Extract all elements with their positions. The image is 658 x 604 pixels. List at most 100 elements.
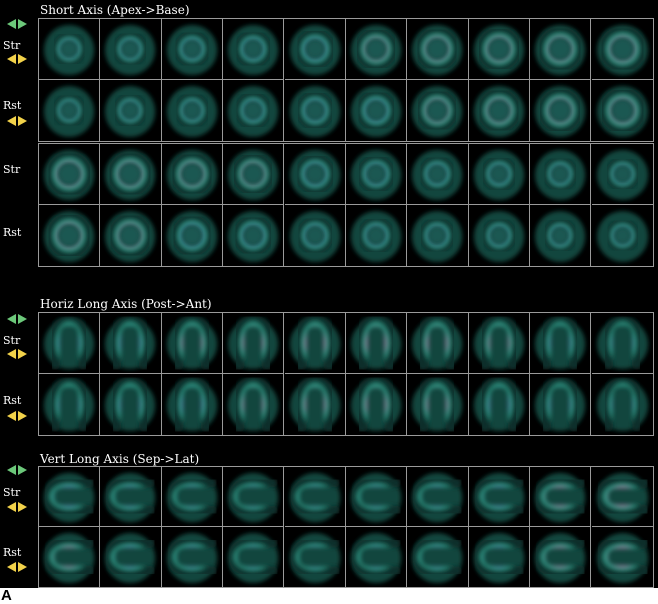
slice-thumbnail[interactable] [39, 144, 101, 205]
slice-thumbnail[interactable] [407, 527, 469, 587]
slice-arrow-control[interactable] [6, 410, 28, 422]
slice-arrow-control[interactable] [6, 348, 28, 360]
slice-thumbnail[interactable] [161, 19, 223, 80]
slice-thumbnail[interactable] [223, 313, 285, 374]
slice-thumbnail[interactable] [223, 80, 285, 141]
slice-thumbnail[interactable] [161, 313, 223, 374]
slice-thumbnail[interactable] [346, 313, 408, 374]
slice-thumbnail[interactable] [284, 467, 346, 527]
slice-thumbnail[interactable] [223, 144, 285, 205]
slice-thumbnail[interactable] [530, 374, 592, 435]
slice-thumbnail[interactable] [346, 80, 408, 141]
slice-thumbnail[interactable] [346, 144, 408, 205]
slice-thumbnail[interactable] [530, 313, 592, 374]
slice-grid-block [38, 143, 654, 267]
row-label-rest: Rst [3, 394, 22, 407]
slice-thumbnail[interactable] [100, 467, 162, 527]
section-title-short-axis: Short Axis (Apex->Base) [40, 3, 190, 17]
slice-thumbnail[interactable] [407, 313, 469, 374]
slice-thumbnail[interactable] [100, 205, 162, 266]
slice-thumbnail[interactable] [468, 527, 530, 587]
slice-thumbnail[interactable] [284, 527, 346, 587]
slice-thumbnail[interactable] [530, 19, 592, 80]
slice-thumbnail[interactable] [407, 19, 469, 80]
slice-thumbnail[interactable] [284, 19, 346, 80]
slice-thumbnail[interactable] [346, 527, 408, 587]
slice-arrow-control[interactable] [6, 115, 28, 127]
slice-thumbnail[interactable] [468, 80, 530, 141]
slice-thumbnail[interactable] [346, 205, 408, 266]
slice-grid-block [38, 312, 654, 436]
row-label-stress: Str [3, 334, 21, 347]
slice-thumbnail[interactable] [530, 80, 592, 141]
up-arrow-control[interactable] [6, 18, 28, 30]
slice-thumbnail[interactable] [39, 467, 101, 527]
slice-thumbnail[interactable] [39, 374, 101, 435]
row-label-stress: Str [3, 39, 21, 52]
slice-thumbnail[interactable] [100, 527, 162, 587]
slice-thumbnail[interactable] [161, 80, 223, 141]
slice-thumbnail[interactable] [530, 467, 592, 527]
slice-thumbnail[interactable] [100, 19, 162, 80]
slice-thumbnail[interactable] [100, 313, 162, 374]
slice-thumbnail[interactable] [591, 19, 653, 80]
slice-thumbnail[interactable] [530, 144, 592, 205]
slice-thumbnail[interactable] [591, 80, 653, 141]
slice-thumbnail[interactable] [407, 205, 469, 266]
slice-arrow-control[interactable] [6, 561, 28, 573]
slice-thumbnail[interactable] [591, 467, 653, 527]
slice-thumbnail[interactable] [407, 467, 469, 527]
slice-thumbnail[interactable] [407, 144, 469, 205]
slice-thumbnail[interactable] [284, 374, 346, 435]
slice-thumbnail[interactable] [346, 19, 408, 80]
slice-thumbnail[interactable] [284, 144, 346, 205]
slice-thumbnail[interactable] [284, 313, 346, 374]
slice-thumbnail[interactable] [346, 467, 408, 527]
slice-thumbnail[interactable] [468, 205, 530, 266]
slice-thumbnail[interactable] [161, 205, 223, 266]
slice-thumbnail[interactable] [223, 467, 285, 527]
slice-thumbnail[interactable] [284, 205, 346, 266]
slice-thumbnail[interactable] [468, 19, 530, 80]
slice-thumbnail[interactable] [468, 374, 530, 435]
slice-thumbnail[interactable] [100, 374, 162, 435]
slice-thumbnail[interactable] [39, 205, 101, 266]
slice-arrow-control[interactable] [6, 53, 28, 65]
slice-thumbnail[interactable] [530, 527, 592, 587]
slice-grid-block [38, 466, 654, 588]
slice-thumbnail[interactable] [161, 467, 223, 527]
slice-thumbnail[interactable] [39, 313, 101, 374]
spect-viewer: Short Axis (Apex->Base) Str Rst Str Rst … [0, 0, 658, 588]
slice-arrow-control[interactable] [6, 501, 28, 513]
up-arrow-control[interactable] [6, 464, 28, 476]
slice-thumbnail[interactable] [468, 144, 530, 205]
slice-thumbnail[interactable] [407, 374, 469, 435]
slice-thumbnail[interactable] [161, 527, 223, 587]
slice-thumbnail[interactable] [468, 313, 530, 374]
slice-thumbnail[interactable] [39, 19, 101, 80]
slice-thumbnail[interactable] [468, 467, 530, 527]
slice-thumbnail[interactable] [161, 374, 223, 435]
slice-thumbnail[interactable] [100, 144, 162, 205]
slice-thumbnail[interactable] [223, 374, 285, 435]
slice-thumbnail[interactable] [591, 374, 653, 435]
slice-thumbnail[interactable] [100, 80, 162, 141]
slice-thumbnail[interactable] [591, 313, 653, 374]
slice-thumbnail[interactable] [223, 19, 285, 80]
slice-thumbnail[interactable] [223, 205, 285, 266]
slice-thumbnail[interactable] [39, 527, 101, 587]
slice-thumbnail[interactable] [407, 80, 469, 141]
slice-thumbnail[interactable] [284, 80, 346, 141]
slice-thumbnail[interactable] [591, 144, 653, 205]
slice-thumbnail[interactable] [161, 144, 223, 205]
up-arrow-control[interactable] [6, 313, 28, 325]
slice-thumbnail[interactable] [223, 527, 285, 587]
slice-thumbnail[interactable] [591, 527, 653, 587]
section-title-vert-long-axis: Vert Long Axis (Sep->Lat) [40, 452, 200, 466]
slice-thumbnail[interactable] [39, 80, 101, 141]
slice-thumbnail[interactable] [346, 374, 408, 435]
row-label-rest: Rst [3, 99, 22, 112]
section-title-horiz-long-axis: Horiz Long Axis (Post->Ant) [40, 297, 212, 311]
slice-thumbnail[interactable] [530, 205, 592, 266]
slice-thumbnail[interactable] [591, 205, 653, 266]
